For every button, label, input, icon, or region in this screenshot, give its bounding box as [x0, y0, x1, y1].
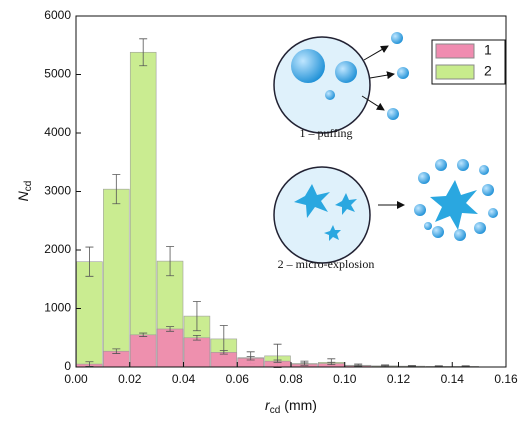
annotation: 1 – puffing — [299, 126, 352, 140]
x-tick-label: 0.00 — [64, 372, 88, 386]
y-tick-label: 1000 — [44, 301, 71, 315]
annotation: 2 – micro-explosion — [278, 257, 375, 271]
legend-label: 1 — [484, 42, 492, 58]
x-tick-label: 0.12 — [387, 372, 411, 386]
y-tick-label: 2000 — [44, 242, 71, 256]
legend-swatch — [436, 65, 474, 79]
y-label-sub: cd — [23, 181, 34, 192]
x-tick-label: 0.04 — [172, 372, 196, 386]
y-tick-label: 4000 — [44, 125, 71, 139]
x-label-unit: (mm) — [284, 397, 317, 413]
legend-swatch — [436, 44, 474, 58]
x-tick-label: 0.02 — [118, 372, 142, 386]
bar — [130, 52, 156, 367]
legend-label: 2 — [484, 63, 492, 79]
bar — [103, 189, 129, 367]
x-tick-label: 0.10 — [333, 372, 357, 386]
y-tick-label: 6000 — [44, 8, 71, 22]
x-tick-label: 0.14 — [441, 372, 465, 386]
x-label-sub: cd — [270, 405, 281, 416]
bar — [211, 352, 237, 367]
x-tick-label: 0.08 — [279, 372, 303, 386]
bar — [77, 262, 103, 367]
bar — [130, 335, 156, 367]
y-axis-label: Ncd — [15, 181, 34, 202]
y-tick-label: 0 — [64, 359, 71, 373]
legend: 12 — [432, 40, 505, 84]
x-tick-label: 0.06 — [226, 372, 250, 386]
y-tick-label: 3000 — [44, 184, 71, 198]
x-tick-label: 0.16 — [494, 372, 518, 386]
x-axis-label: rcd(mm) — [265, 397, 317, 416]
bar — [157, 329, 183, 367]
y-tick-label: 5000 — [44, 67, 71, 81]
bar — [184, 338, 210, 367]
